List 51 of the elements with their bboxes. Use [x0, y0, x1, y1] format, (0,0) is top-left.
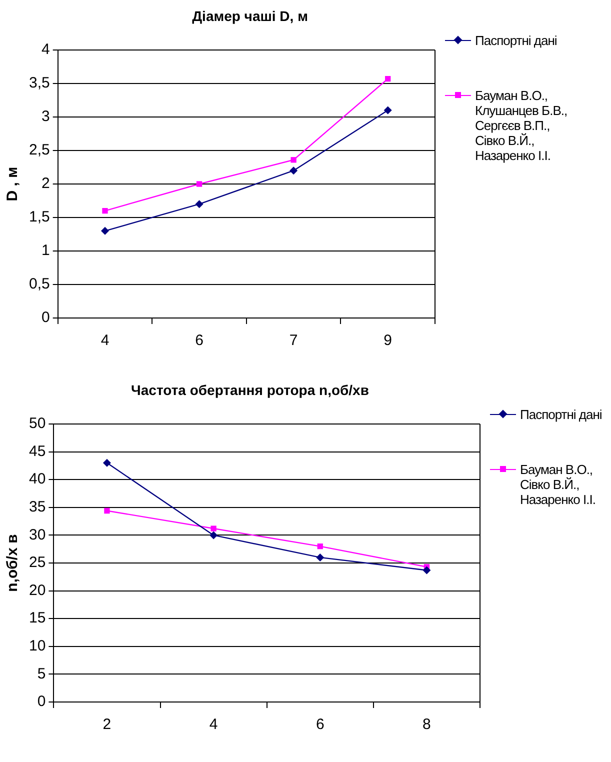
point: [104, 508, 110, 514]
y-tick-label: 30: [28, 526, 46, 544]
point: [210, 531, 218, 540]
chart-title: Діамер чаші D, м: [191, 8, 309, 24]
y-tick-label: 0: [42, 309, 50, 326]
point: [210, 526, 216, 532]
point: [316, 553, 324, 562]
x-tick-label: 2: [102, 716, 112, 734]
y-tick-label: 2,5: [28, 142, 50, 159]
y-tick-label: 3,5: [28, 74, 50, 92]
point: [102, 208, 108, 214]
y-tick-label: 20: [28, 582, 46, 599]
y-tick-label: 3: [42, 108, 50, 126]
x-tick-label: 6: [316, 716, 324, 734]
y-tick-label: 50: [28, 415, 46, 432]
y-tick-label: 4: [42, 41, 50, 58]
y-tick-label: 1,5: [28, 208, 50, 226]
x-tick-label: 4: [209, 716, 218, 734]
x-tick-label: 4: [100, 332, 110, 350]
legend-label: Паспортні дані: [520, 407, 602, 422]
x-tick-label: 7: [289, 332, 298, 350]
y-tick-label: 35: [28, 498, 46, 516]
point: [290, 157, 296, 163]
legend-label: Паспортні дані: [475, 33, 557, 48]
point: [317, 543, 323, 550]
x-tick-label: 6: [195, 332, 204, 350]
y-tick-label: 45: [28, 442, 46, 460]
point: [384, 106, 392, 114]
legend-label: Бауман В.О., Клушанцев Б.В., Сергєєв В.П., Сівко В.Й., Назаренко І.І.: [475, 88, 568, 163]
point: [196, 181, 202, 187]
point: [100, 226, 109, 235]
chart-title: Частота обертання ротора n,об/хв: [130, 382, 370, 398]
y-tick-label: 15: [28, 610, 46, 627]
y-tick-label: 25: [28, 554, 46, 572]
y-tick-label: 1: [42, 242, 50, 260]
y-tick-label: 2: [42, 175, 50, 192]
y-tick-label: 10: [28, 638, 46, 655]
point: [195, 200, 204, 208]
point: [422, 566, 431, 574]
y-axis-title: n,об/х в: [4, 534, 22, 592]
y-tick-label: 0: [37, 693, 46, 710]
point: [385, 76, 391, 82]
x-tick-label: 8: [422, 716, 431, 734]
x-tick-label: 9: [384, 332, 392, 350]
legend-label: Бауман В.О., Сівко В.Й., Назаренко І.І.: [520, 462, 596, 507]
y-axis-title: D , м: [4, 166, 22, 202]
y-tick-label: 40: [28, 470, 46, 488]
y-tick-label: 0,5: [28, 276, 50, 293]
point: [102, 458, 111, 467]
y-tick-label: 5: [37, 665, 46, 682]
point: [290, 166, 298, 175]
